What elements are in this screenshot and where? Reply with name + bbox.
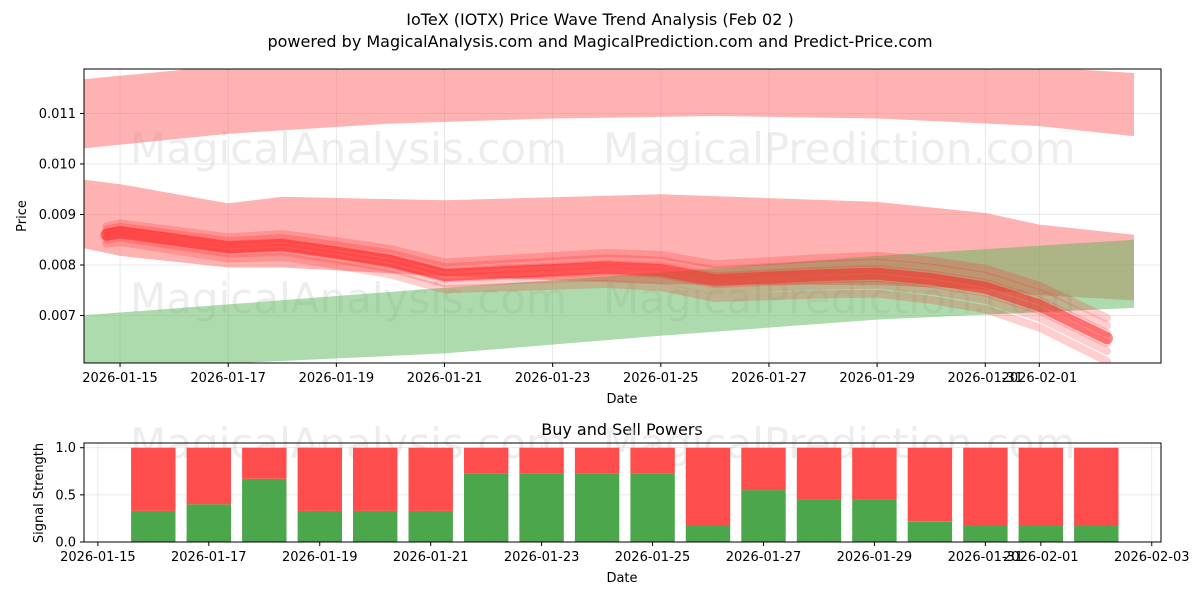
price-x-tick-label: 2026-02-01 bbox=[1002, 371, 1078, 386]
sell-bar bbox=[630, 447, 675, 474]
sell-bar bbox=[574, 447, 620, 474]
signal-x-tick-label: 2026-01-21 bbox=[393, 550, 469, 565]
buy-bar bbox=[408, 510, 453, 542]
signal-plot-frame bbox=[83, 442, 1162, 543]
buy-bar bbox=[685, 526, 731, 542]
sell-bar bbox=[907, 447, 953, 522]
buy-bar bbox=[1074, 526, 1119, 542]
sell-bar bbox=[963, 447, 1008, 526]
buy-bar bbox=[353, 510, 398, 542]
buy-bar bbox=[186, 504, 231, 542]
sell-bar bbox=[131, 447, 176, 511]
chart-subtitle: powered by MagicalAnalysis.com and Magic… bbox=[267, 32, 932, 51]
signal-y-tick-label: 1.0 bbox=[55, 441, 76, 456]
buy-bar bbox=[963, 526, 1008, 542]
sell-bar bbox=[741, 447, 786, 491]
signal-y-tick-label: 0.0 bbox=[55, 536, 76, 551]
price-y-ticks: 0.007 0.008 0.009 0.010 0.011 bbox=[39, 107, 84, 324]
price-y-axis-label: Price bbox=[15, 200, 30, 232]
signal-x-tick-label: 2026-01-23 bbox=[504, 550, 580, 565]
trend-wave-line bbox=[102, 233, 1111, 355]
sell-bar bbox=[796, 447, 842, 500]
price-x-tick-label: 2026-01-17 bbox=[190, 371, 266, 386]
sell-bar bbox=[1074, 447, 1119, 526]
trend-wave-line bbox=[100, 226, 1113, 345]
price-plot-frame bbox=[83, 68, 1162, 364]
buy-bar bbox=[519, 473, 564, 542]
buy-bar bbox=[907, 521, 953, 542]
price-x-tick-label: 2026-01-25 bbox=[623, 371, 699, 386]
sell-bar bbox=[408, 447, 453, 511]
buy-bar bbox=[852, 499, 897, 542]
buy-bar bbox=[796, 499, 842, 542]
buy-bar bbox=[242, 478, 287, 542]
buy-bar bbox=[630, 473, 675, 542]
signal-x-tick-label: 2026-01-27 bbox=[726, 550, 802, 565]
signal-y-tick-label: 0.5 bbox=[55, 488, 76, 503]
price-x-tick-label: 2026-01-31 bbox=[947, 371, 1023, 386]
sell-bar bbox=[852, 447, 897, 500]
buy-bar bbox=[464, 473, 509, 542]
buy-bar bbox=[1018, 526, 1063, 542]
signal-x-tick-label: 2026-01-19 bbox=[282, 550, 358, 565]
buy-bar bbox=[741, 490, 786, 542]
trend-wave-line bbox=[102, 238, 1111, 363]
price-y-tick-label: 0.010 bbox=[39, 157, 76, 172]
watermark-prediction-top: MagicalPrediction.com bbox=[603, 124, 1076, 173]
price-y-tick-label: 0.008 bbox=[39, 259, 76, 274]
signal-bars bbox=[131, 447, 1119, 542]
buy-bar bbox=[574, 473, 620, 542]
price-panel: MagicalAnalysis.com MagicalPrediction.co… bbox=[15, 68, 1162, 407]
price-x-tick-label: 2026-01-19 bbox=[299, 371, 375, 386]
buy-bar bbox=[131, 510, 176, 542]
signal-x-tick-label: 2026-01-31 bbox=[948, 550, 1024, 565]
price-y-tick-label: 0.011 bbox=[39, 107, 76, 122]
signal-y-ticks: 0.0 0.5 1.0 bbox=[55, 441, 84, 551]
signal-panel: Buy and Sell Powers MagicalAnalysis.com … bbox=[32, 419, 1190, 586]
sell-bar bbox=[297, 447, 342, 511]
signal-x-tick-label: 2026-02-01 bbox=[1003, 550, 1079, 565]
price-x-tick-label: 2026-01-27 bbox=[731, 371, 807, 386]
trend-wave-line bbox=[102, 219, 1111, 322]
sell-bar bbox=[186, 447, 231, 505]
price-x-ticks: 2026-01-15 2026-01-17 2026-01-19 2026-01-21… bbox=[82, 363, 1077, 386]
sell-bar bbox=[519, 447, 564, 474]
sell-bar bbox=[353, 447, 398, 511]
sell-bar bbox=[1018, 447, 1063, 526]
price-x-axis-label: Date bbox=[606, 392, 637, 407]
signal-y-axis-label: Signal Strength bbox=[32, 443, 47, 543]
price-x-tick-label: 2026-01-29 bbox=[839, 371, 915, 386]
sell-bar bbox=[685, 447, 731, 526]
trend-wave-line bbox=[102, 226, 1111, 338]
signal-x-tick-label: 2026-01-15 bbox=[60, 550, 136, 565]
signal-chart-title: Buy and Sell Powers bbox=[541, 420, 703, 439]
price-x-tick-label: 2026-01-15 bbox=[82, 371, 158, 386]
price-y-tick-label: 0.007 bbox=[39, 309, 76, 324]
trend-wave-line bbox=[102, 222, 1111, 330]
upper-red-band bbox=[84, 69, 1134, 149]
buy-bar bbox=[297, 510, 342, 542]
price-x-tick-label: 2026-01-23 bbox=[515, 371, 591, 386]
signal-x-tick-label: 2026-02-03 bbox=[1114, 550, 1190, 565]
signal-x-tick-label: 2026-01-25 bbox=[615, 550, 691, 565]
price-y-tick-label: 0.009 bbox=[39, 208, 76, 223]
chart-title: IoTeX (IOTX) Price Wave Trend Analysis (… bbox=[406, 10, 793, 29]
signal-x-tick-label: 2026-01-17 bbox=[171, 550, 247, 565]
sell-bar bbox=[242, 447, 287, 479]
signal-x-axis-label: Date bbox=[606, 571, 637, 586]
signal-x-tick-label: 2026-01-29 bbox=[837, 550, 913, 565]
price-trend-lines bbox=[100, 219, 1113, 363]
sell-bar bbox=[464, 447, 509, 474]
price-x-tick-label: 2026-01-21 bbox=[407, 371, 483, 386]
signal-x-ticks: 2026-01-15 2026-01-17 2026-01-19 2026-01-21… bbox=[60, 542, 1190, 565]
